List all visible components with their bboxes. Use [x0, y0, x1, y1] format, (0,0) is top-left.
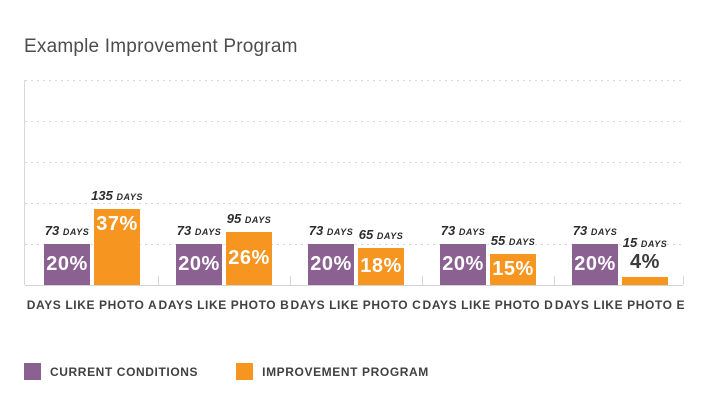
pct-label-improvement-d: 15%	[492, 258, 534, 280]
gridline-20pct	[25, 244, 683, 245]
pct-label-current-d: 20%	[442, 253, 484, 275]
x-axis-tick-0	[158, 276, 159, 285]
bar-improvement-a: 37%	[94, 209, 140, 285]
bar-current-b: 20%	[176, 244, 222, 285]
legend-item-current: CURRENT CONDITIONS	[24, 363, 198, 380]
pct-label-current-c: 20%	[310, 253, 352, 275]
gridline-60pct	[25, 162, 683, 163]
days-label-current-d: 73 DAYS	[440, 223, 486, 238]
category-label-a: DAYS LIKE PHOTO A	[26, 298, 158, 312]
bar-current-c: 20%	[308, 244, 354, 285]
days-label-current-c: 73 DAYS	[308, 223, 354, 238]
days-label-current-e: 73 DAYS	[572, 223, 618, 238]
x-axis-tick-4	[683, 276, 684, 285]
pct-label-current-a: 20%	[46, 253, 88, 275]
x-axis-tick-3	[554, 276, 555, 285]
x-axis-tick-1	[290, 276, 291, 285]
category-label-e: DAYS LIKE PHOTO E	[554, 298, 686, 312]
days-label-improvement-b: 95 DAYS	[226, 211, 272, 226]
bar-improvement-d: 15%	[490, 254, 536, 285]
bar-improvement-b: 26%	[226, 232, 272, 285]
improvement-program-swatch	[236, 363, 254, 380]
gridline-40pct	[25, 203, 683, 204]
bar-current-e: 20%	[572, 244, 618, 285]
days-label-improvement-c: 65 DAYS	[358, 227, 404, 242]
pct-label-current-b: 20%	[178, 253, 220, 275]
pct-label-improvement-a: 37%	[96, 213, 138, 235]
bar-improvement-c: 18%	[358, 248, 404, 285]
category-label-d: DAYS LIKE PHOTO D	[422, 298, 554, 312]
legend-label-improvement: IMPROVEMENT PROGRAM	[262, 364, 429, 379]
pct-label-improvement-e: 4%	[630, 251, 660, 273]
gridline-100pct	[25, 80, 683, 81]
bar-improvement-e	[622, 277, 668, 285]
days-label-improvement-d: 55 DAYS	[490, 233, 536, 248]
category-label-c: DAYS LIKE PHOTO C	[290, 298, 422, 312]
legend-label-current: CURRENT CONDITIONS	[50, 364, 199, 379]
bar-current-d: 20%	[440, 244, 486, 285]
plot-area: 20% 73 DAYS 37% 135 DAYS DAYS LIKE PHOTO A 20…	[24, 80, 685, 312]
bar-current-a: 20%	[44, 244, 90, 285]
days-label-improvement-e: 15 DAYS	[622, 235, 668, 250]
days-label-current-b: 73 DAYS	[176, 223, 222, 238]
category-label-b: DAYS LIKE PHOTO B	[158, 298, 290, 312]
x-axis-tick-2	[422, 276, 423, 285]
x-axis-line	[25, 285, 683, 286]
pct-label-improvement-b: 26%	[228, 247, 270, 269]
pct-label-improvement-c: 18%	[360, 255, 402, 277]
gridline-80pct	[25, 121, 683, 122]
days-label-improvement-a: 135 DAYS	[91, 188, 143, 203]
days-label-current-a: 73 DAYS	[44, 223, 90, 238]
pct-label-current-e: 20%	[574, 253, 616, 275]
legend-item-improvement: IMPROVEMENT PROGRAM	[236, 363, 429, 380]
chart-title: Example Improvement Program	[24, 36, 298, 57]
current-conditions-swatch	[24, 363, 41, 380]
legend: CURRENT CONDITIONS IMPROVEMENT PROGRAM	[24, 363, 429, 380]
